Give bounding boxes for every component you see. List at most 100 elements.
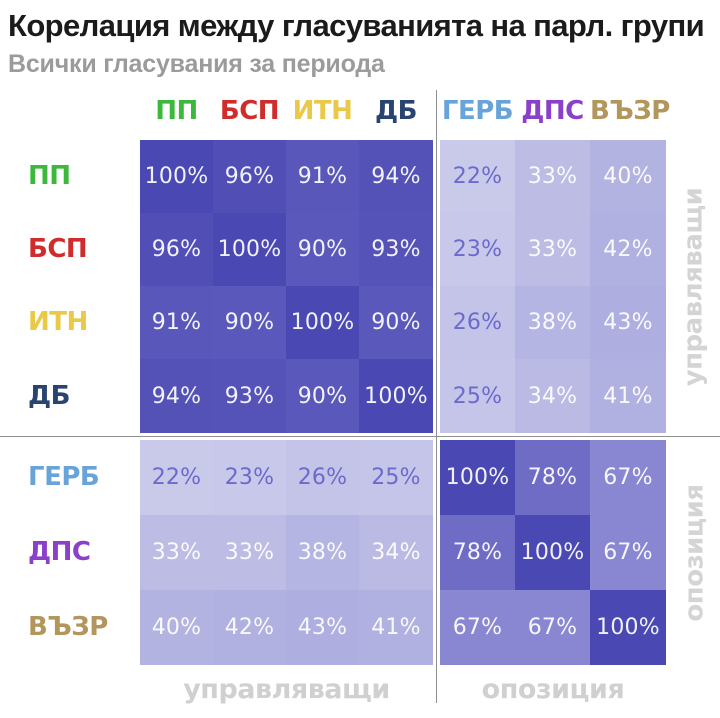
bottom-label-governing: управляващи [183,674,390,705]
heatmap-cell-r3-c4: 90% [359,286,433,359]
row-header-1: ПП [28,161,71,191]
cell-value-suffix: % [631,310,653,335]
heatmap-cell-r7-c2: 42% [213,590,286,665]
heatmap-cell-r2-c7: 42% [590,213,666,286]
cell-value: 33 [151,540,181,565]
cell-value-suffix: % [399,164,421,189]
cell-value: 22 [151,465,181,490]
cell-value: 90 [297,383,327,409]
heatmap-cell-r1-c4: 94% [359,140,433,213]
cell-value: 91 [151,310,181,335]
cell-value-suffix: % [253,615,275,640]
cell-value: 26 [297,465,327,490]
quadrant-divider-horizontal [0,436,720,437]
cell-value-suffix: % [326,237,348,262]
heatmap-cell-r3-c7: 43% [590,286,666,359]
cell-value-suffix: % [326,615,348,640]
cell-value-suffix: % [187,164,209,189]
cell-value: 33 [527,164,557,189]
cell-value: 41 [603,383,632,409]
cell-value: 96 [224,164,254,189]
heatmap-cell-r5-c4: 25% [359,440,433,515]
cell-value-suffix: % [631,465,653,490]
cell-value: 78 [452,540,482,565]
cell-value-suffix: % [631,540,653,565]
heatmap-cell-r3-c6: 38% [515,286,590,359]
heatmap-cell-r7-c6: 67% [515,590,590,665]
cell-value: 67 [452,615,482,640]
cell-value: 94 [371,164,400,189]
cell-value-suffix: % [406,383,428,409]
cell-value-suffix: % [556,237,578,262]
heatmap-cell-r4-c5: 25% [440,359,515,433]
cell-value: 100 [290,310,334,335]
cell-value-suffix: % [631,383,653,409]
heatmap-cell-r1-c5: 22% [440,140,515,213]
cell-value: 100 [217,237,261,262]
row-header-6: ДПС [28,537,91,567]
cell-value: 100 [596,615,639,640]
cell-value: 67 [603,540,632,565]
heatmap-cell-r4-c2: 93% [213,359,286,433]
cell-value: 91 [297,164,327,189]
cell-value: 38 [297,540,327,565]
cell-value-suffix: % [556,164,578,189]
cell-value-suffix: % [399,237,421,262]
cell-value: 33 [527,237,557,262]
cell-value: 23 [452,237,482,262]
cell-value-suffix: % [481,615,503,640]
row-header-7: ВЪЗР [28,612,108,642]
cell-value: 96 [151,237,181,262]
cell-value: 40 [151,615,181,640]
cell-value-suffix: % [399,310,421,335]
heatmap-cell-r7-c3: 43% [286,590,359,665]
column-header-7: ВЪЗР [590,96,670,126]
heatmap-cell-r1-c2: 96% [213,140,286,213]
heatmap-cell-r2-c4: 93% [359,213,433,286]
heatmap-cell-r5-c3: 26% [286,440,359,515]
heatmap-cell-r2-c2: 100% [213,213,286,286]
heatmap-cell-r3-c3: 100% [286,286,359,359]
column-header-1: ПП [155,96,198,126]
cell-value: 90 [224,310,254,335]
column-header-6: ДПС [521,96,584,126]
cell-value: 42 [603,237,632,262]
heatmap-cell-r4-c3: 90% [286,359,359,433]
heatmap-cell-r5-c1: 22% [140,440,213,515]
cell-value-suffix: % [180,540,202,565]
row-header-5: ГЕРБ [28,462,100,492]
row-header-4: ДБ [28,381,70,411]
cell-value-suffix: % [481,164,503,189]
cell-value: 38 [527,310,557,335]
cell-value-suffix: % [556,383,578,409]
column-header-3: ИТН [292,96,353,126]
cell-value: 100 [445,465,489,490]
cell-value-suffix: % [180,465,202,490]
cell-value-suffix: % [488,465,510,490]
heatmap-cell-r1-c6: 33% [515,140,590,213]
cell-value: 22 [452,164,482,189]
cell-value-suffix: % [556,615,578,640]
cell-value-suffix: % [253,310,275,335]
heatmap-cell-r6-c3: 38% [286,515,359,590]
cell-value: 90 [297,237,327,262]
heatmap-cell-r5-c6: 78% [515,440,590,515]
side-label-governing: управляващи [678,187,709,387]
cell-value: 43 [297,615,327,640]
heatmap-cell-r6-c1: 33% [140,515,213,590]
cell-value-suffix: % [326,465,348,490]
quadrant-divider-vertical [436,90,437,703]
heatmap-cell-r7-c7: 100% [590,590,666,665]
cell-value: 100 [144,164,188,189]
cell-value-suffix: % [481,310,503,335]
cell-value: 25 [452,383,482,409]
cell-value-suffix: % [326,383,348,409]
cell-value: 90 [371,310,400,335]
cell-value-suffix: % [481,540,503,565]
cell-value-suffix: % [481,237,503,262]
side-label-opposition: опозиция [679,484,710,622]
heatmap-cell-r1-c7: 40% [590,140,666,213]
heatmap-cell-r3-c1: 91% [140,286,213,359]
heatmap-cell-r7-c5: 67% [440,590,515,665]
